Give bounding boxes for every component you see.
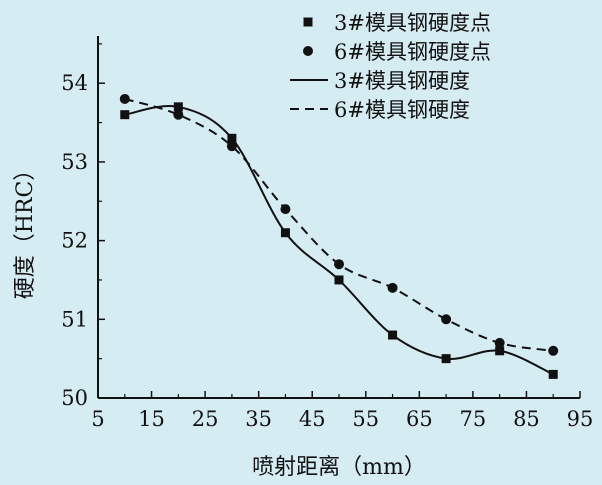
- data-point-circle: [441, 314, 452, 325]
- data-point-circle: [494, 337, 505, 348]
- y-tick-label: 52: [61, 229, 88, 253]
- y-tick-label: 51: [61, 307, 88, 331]
- axes: 5 15 25 35 45 55 65 75 85 95 50 51 52 53 54: [61, 36, 593, 431]
- series-line-3: [124, 97, 554, 352]
- legend-marker-square: [303, 17, 313, 27]
- data-point-square: [120, 110, 130, 120]
- x-axis-label: 喷射距离（mm）: [252, 455, 426, 480]
- data-point-circle: [387, 282, 398, 293]
- data-point-circle: [280, 204, 291, 215]
- data-point-square: [548, 369, 558, 379]
- legend-marker-circle: [303, 46, 313, 56]
- data-point-circle: [173, 109, 184, 120]
- legend-label: 3#模具钢硬度: [334, 69, 470, 93]
- y-tick-label: 54: [61, 71, 88, 95]
- plot-area: [119, 93, 559, 379]
- legend-label: 6#模具钢硬度: [334, 98, 470, 122]
- x-tick-label: 65: [406, 407, 433, 431]
- x-tick-label: 35: [245, 407, 272, 431]
- x-tick-label: 45: [299, 407, 326, 431]
- series-line-2: [124, 104, 554, 376]
- data-point-circle: [226, 141, 237, 152]
- data-point-circle: [119, 93, 130, 104]
- data-point-square: [280, 228, 290, 238]
- x-tick-label: 5: [91, 407, 104, 431]
- legend: 3#模具钢硬度点 6#模具钢硬度点 3#模具钢硬度 6#模具钢硬度: [290, 11, 491, 122]
- legend-label: 3#模具钢硬度点: [334, 11, 491, 35]
- data-point-circle: [334, 259, 344, 270]
- y-tick-label: 50: [61, 386, 88, 410]
- data-point-circle: [548, 345, 559, 356]
- y-tick-label: 53: [61, 150, 88, 174]
- x-tick-label: 55: [352, 407, 379, 431]
- data-point-square: [173, 102, 183, 112]
- x-tick-label: 75: [460, 407, 487, 431]
- data-point-square: [495, 346, 505, 356]
- data-point-square: [334, 275, 344, 285]
- data-point-square: [388, 330, 398, 340]
- y-axis-label: 硬度（HRC）: [13, 159, 38, 300]
- x-tick-label: 25: [192, 407, 219, 431]
- x-tick-label: 15: [138, 407, 165, 431]
- data-point-square: [227, 133, 237, 143]
- x-tick-label: 85: [513, 407, 540, 431]
- legend-label: 6#模具钢硬度点: [334, 40, 491, 64]
- data-point-square: [441, 354, 451, 364]
- x-tick-label: 95: [567, 407, 594, 431]
